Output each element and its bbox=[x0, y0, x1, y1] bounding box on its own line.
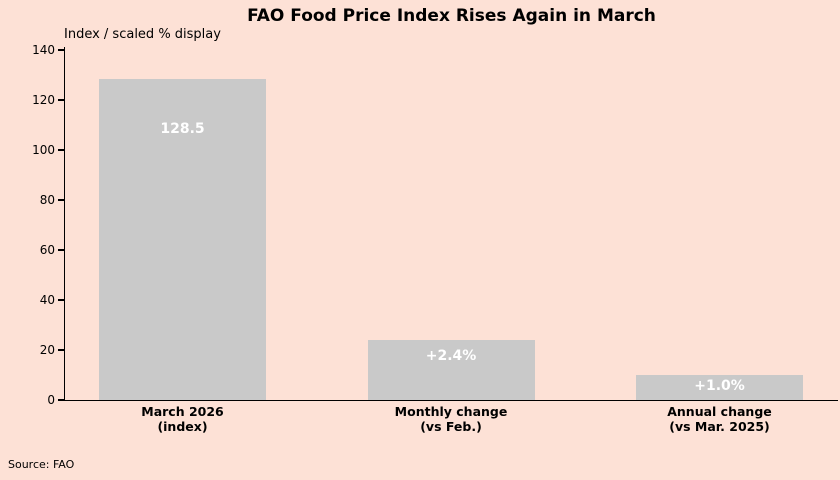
source-note: Source: FAO bbox=[8, 458, 75, 471]
y-tick-mark bbox=[58, 149, 64, 151]
bar-value-label: +2.4% bbox=[425, 348, 477, 364]
y-tick-label: 20 bbox=[39, 343, 55, 357]
y-tick-mark bbox=[58, 99, 64, 101]
plot-area bbox=[64, 47, 838, 401]
y-tick-mark bbox=[58, 349, 64, 351]
y-tick-mark bbox=[58, 399, 64, 401]
y-tick-mark bbox=[58, 49, 64, 51]
y-tick-label: 0 bbox=[47, 393, 55, 407]
bar-value-label: 128.5 bbox=[160, 120, 205, 137]
bar: +1.0% bbox=[636, 375, 803, 400]
y-tick-label: 100 bbox=[32, 143, 55, 157]
y-tick-label: 60 bbox=[39, 243, 55, 257]
y-tick-mark bbox=[58, 249, 64, 251]
x-category-label: March 2026 (index) bbox=[141, 404, 224, 434]
y-tick-label: 140 bbox=[32, 43, 55, 57]
x-axis-spine bbox=[64, 399, 838, 401]
y-tick-label: 80 bbox=[39, 193, 55, 207]
bar: 128.5 bbox=[99, 78, 266, 400]
y-tick-label: 40 bbox=[39, 293, 55, 307]
x-category-label: Annual change (vs Mar. 2025) bbox=[667, 404, 772, 434]
bar-value-label: +1.0% bbox=[694, 378, 745, 394]
y-tick-mark bbox=[58, 299, 64, 301]
chart-subtitle: Index / scaled % display bbox=[64, 27, 221, 42]
x-category-label: Monthly change (vs Feb.) bbox=[394, 404, 508, 434]
chart-title: FAO Food Price Index Rises Again in Marc… bbox=[247, 6, 656, 26]
y-tick-label: 120 bbox=[32, 93, 55, 107]
y-tick-mark bbox=[58, 199, 64, 201]
y-axis-spine bbox=[64, 47, 66, 401]
bar: +2.4% bbox=[367, 340, 535, 400]
